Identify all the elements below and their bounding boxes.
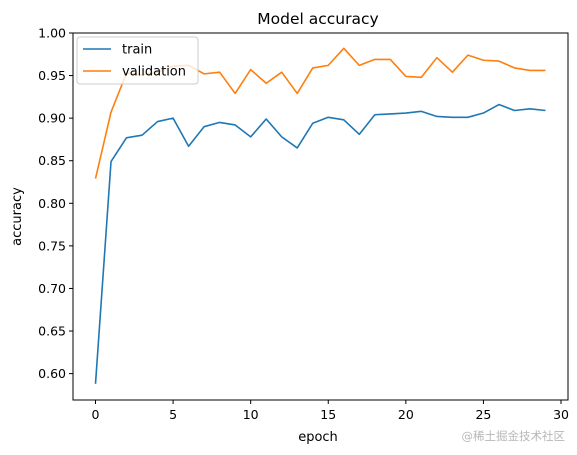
y-axis-label: accuracy <box>10 187 25 246</box>
x-tick-label: 20 <box>398 407 414 422</box>
x-tick-label: 5 <box>169 407 177 422</box>
y-tick-label: 0.80 <box>38 196 66 211</box>
chart-title: Model accuracy <box>257 10 378 28</box>
series-line-train <box>94 103 546 384</box>
y-tick-label: 0.60 <box>38 366 66 381</box>
watermark-text: @稀土掘金技术社区 <box>462 429 566 443</box>
x-tick-label: 10 <box>243 407 259 422</box>
x-tick-label: 30 <box>553 407 569 422</box>
y-tick-label: 0.95 <box>38 68 66 83</box>
plot-frame <box>72 32 569 401</box>
y-tick-label: 0.90 <box>38 111 66 126</box>
y-tick-label: 0.70 <box>38 281 66 296</box>
y-tick-label: 0.75 <box>38 238 66 253</box>
plot-area: 0 5 10 15 20 25 30 0.60 0.65 0.70 0.75 0.80 0.85 0.9… <box>38 26 569 423</box>
x-tick-label: 25 <box>475 407 491 422</box>
legend-label-validation: validation <box>122 65 186 80</box>
x-axis-label: epoch <box>298 430 338 445</box>
legend: train validation <box>76 36 199 85</box>
y-axis-ticks: 0.60 0.65 0.70 0.75 0.80 0.85 0.90 0.95 1.00 <box>38 26 73 381</box>
x-tick-label: 0 <box>92 407 100 422</box>
series-layer <box>94 47 546 384</box>
x-axis-ticks: 0 5 10 15 20 25 30 <box>92 400 569 422</box>
y-tick-label: 0.85 <box>38 153 66 168</box>
y-tick-label: 1.00 <box>38 26 66 41</box>
legend-label-train: train <box>122 43 152 58</box>
y-tick-label: 0.65 <box>38 324 66 339</box>
x-tick-label: 15 <box>320 407 336 422</box>
